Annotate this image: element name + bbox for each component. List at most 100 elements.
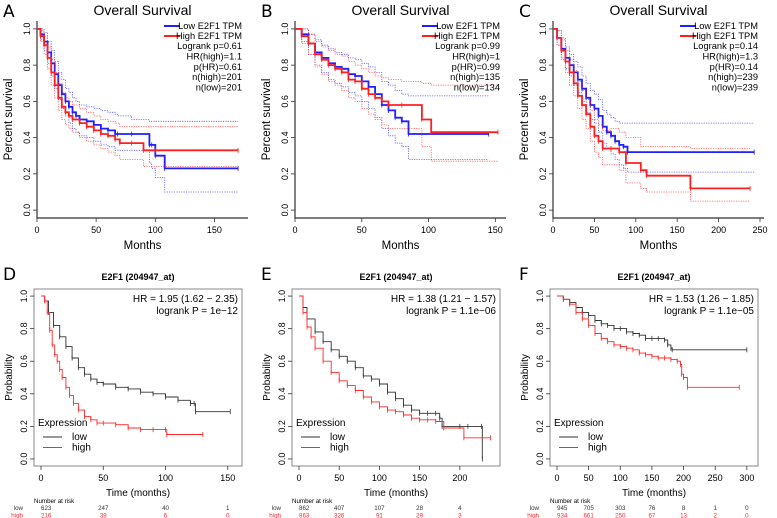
risk-count: 1	[713, 505, 717, 512]
risk-count: 705	[583, 505, 594, 512]
y-tick-label: 0.2	[277, 420, 287, 433]
x-tick-label: 100	[613, 473, 628, 483]
x-tick-label: 50	[334, 473, 344, 483]
stat-annotation: n(high)=239	[708, 72, 758, 82]
legend-label: low	[72, 432, 88, 443]
risk-count: 39	[100, 513, 107, 518]
risk-count: 29	[416, 513, 423, 518]
survival-curve-low	[299, 295, 483, 459]
y-axis-label: Percent survival	[519, 79, 531, 161]
x-tick-label: 50	[98, 473, 108, 483]
y-tick-label: 0.8	[280, 59, 290, 72]
legend-label: High E2F1 TPM	[434, 31, 500, 41]
legend-label: high	[588, 443, 607, 454]
y-tick-label: 0.0	[535, 453, 545, 466]
y-tick-label: 1.0	[19, 290, 29, 303]
y-tick-label: 0.6	[22, 95, 32, 108]
y-tick-label: 0.4	[22, 131, 32, 144]
stat-annotation: HR = 1.95 (1.62 − 2.35)	[133, 294, 238, 305]
legend-label: Low E2F1 TPM	[436, 21, 500, 31]
risk-count: 6	[164, 513, 168, 518]
risk-count: 0	[745, 505, 749, 512]
x-tick-label: 100	[148, 225, 163, 235]
y-axis-label: Probability	[4, 354, 15, 401]
y-axis-label: Percent survival	[261, 79, 273, 161]
stat-annotation: p(HR)=0.14	[710, 62, 758, 72]
y-tick-label: 0.2	[538, 168, 548, 181]
y-tick-label: 0.6	[280, 95, 290, 108]
stat-annotation: p(HR)=0.61	[194, 62, 242, 72]
stat-annotation: p(HR)=0.99	[452, 62, 500, 72]
risk-count: 303	[615, 505, 626, 512]
y-tick-label: 0.6	[538, 95, 548, 108]
legend-label: Low E2F1 TPM	[694, 21, 758, 31]
y-tick-label: 1.0	[535, 290, 545, 303]
chart-title: Overall Survival	[93, 2, 191, 18]
risk-count: 28	[416, 505, 423, 512]
risk-count: 326	[334, 513, 345, 518]
risk-count: 407	[334, 505, 345, 512]
y-axis-label: Percent survival	[3, 79, 15, 161]
stat-annotation: Logrank p=0.99	[435, 41, 500, 51]
ci-upper-high-e2f1-tpm	[295, 28, 498, 86]
x-tick-label: 50	[589, 225, 599, 235]
plot-frame	[291, 288, 501, 467]
x-tick-label: 150	[207, 225, 222, 235]
stat-annotation: Logrank p=0.61	[177, 41, 242, 51]
y-tick-label: 0.0	[538, 204, 548, 217]
x-tick-label: 150	[220, 473, 235, 483]
ci-upper-low-e2f1-tpm	[37, 28, 239, 122]
panel-c: C Overall Survival 0.0 0.2 0.4 0.6 0.8 1.0 0 50 10…	[516, 0, 774, 260]
y-axis-label: Probability	[262, 354, 273, 401]
risk-count: 8	[682, 505, 686, 512]
plot-frame	[33, 288, 243, 467]
legend-label: low	[330, 432, 346, 443]
y-tick-label: 1.0	[280, 23, 290, 36]
x-tick-label: 0	[34, 225, 39, 235]
x-tick-label: 200	[711, 225, 726, 235]
risk-count: 40	[162, 505, 169, 512]
x-axis-label: Months	[124, 240, 162, 252]
risk-count: 13	[680, 513, 687, 518]
risk-count: 107	[374, 505, 385, 512]
chart-e: E E2F1 (204947_at) 0.0 0.2 0.4 0.6 0.8 1.0 0 50 10…	[261, 265, 501, 518]
survival-curve-high	[299, 295, 491, 439]
stat-annotation: logrank P = 1.1e−05	[664, 306, 754, 317]
chart-a: A Overall Survival 0.0 0.2 0.4 0.6 0.8 1.0 0 50 10…	[3, 2, 248, 252]
x-tick-label: 200	[452, 473, 467, 483]
stat-annotation: n(low)=134	[454, 83, 500, 93]
x-axis-label: Time (months)	[622, 488, 686, 499]
x-tick-label: 0	[550, 225, 555, 235]
legend-label: Low E2F1 TPM	[178, 21, 242, 31]
y-tick-label: 0.0	[277, 453, 287, 466]
risk-row-label: high	[11, 513, 23, 518]
chart-title: E2F1 (204947_at)	[101, 272, 174, 282]
ci-lower-low-e2f1-tpm	[295, 28, 489, 160]
risk-row-label: high	[527, 513, 539, 518]
legend-title: Expression	[554, 418, 603, 429]
y-tick-label: 0.4	[277, 388, 287, 401]
y-tick-label: 0.4	[280, 131, 290, 144]
plot-frame	[549, 288, 759, 467]
x-tick-label: 50	[584, 473, 594, 483]
y-tick-label: 0.4	[535, 388, 545, 401]
x-tick-label: 250	[752, 225, 767, 235]
x-axis-label: Time (months)	[364, 488, 428, 499]
risk-count: 945	[557, 505, 568, 512]
x-tick-label: 0	[296, 473, 301, 483]
risk-count: 216	[41, 513, 52, 518]
x-tick-label: 250	[708, 473, 723, 483]
y-axis-label: Probability	[520, 354, 531, 401]
ci-upper-high-e2f1-tpm	[37, 28, 239, 128]
risk-row-label: low	[14, 505, 24, 512]
y-tick-label: 0.6	[19, 355, 29, 368]
stat-annotation: HR = 1.53 (1.26 − 1.85)	[649, 294, 754, 305]
chart-title: E2F1 (204947_at)	[359, 272, 432, 282]
risk-count: 623	[41, 505, 52, 512]
x-tick-label: 100	[628, 225, 643, 235]
y-tick-label: 0.8	[277, 322, 287, 335]
y-tick-label: 0.8	[19, 322, 29, 335]
panel-a: A Overall Survival 0.0 0.2 0.4 0.6 0.8 1.0 0 50 10…	[0, 0, 258, 260]
ci-lower-high-e2f1-tpm	[553, 28, 751, 202]
ci-lower-low-e2f1-tpm	[553, 28, 755, 173]
